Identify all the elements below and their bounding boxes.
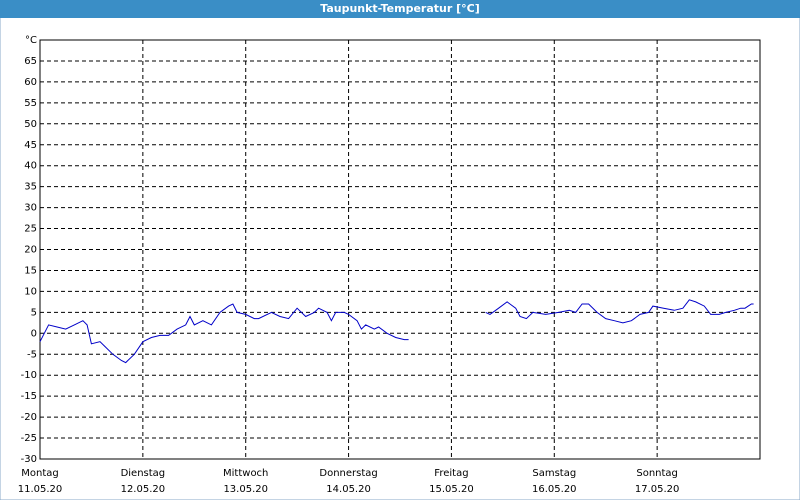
y-tick-label: -10: [21, 370, 37, 381]
x-tick-label: Donnerstag: [319, 468, 377, 479]
title-bar: [0, 0, 800, 18]
x-tick-label: Samstag: [532, 468, 576, 479]
x-tick-date: 17.05.20: [635, 484, 680, 495]
x-tick-date: 14.05.20: [326, 484, 371, 495]
y-tick-label: 30: [24, 203, 37, 214]
data-line: [39, 299, 754, 364]
y-tick-label: 10: [24, 286, 37, 297]
y-tick-label: 55: [24, 98, 37, 109]
y-tick-label: -30: [21, 454, 37, 465]
y-tick-label: 25: [24, 224, 37, 235]
y-tick-label: °C: [25, 35, 37, 46]
y-tick-label: -5: [27, 349, 37, 360]
y-tick-label: -25: [21, 433, 37, 444]
x-tick-date: 16.05.20: [532, 484, 577, 495]
y-tick-label: -20: [21, 412, 37, 423]
y-tick-label: 35: [24, 182, 37, 193]
y-tick-label: 65: [24, 56, 37, 67]
x-tick-label: Freitag: [434, 468, 468, 479]
plot-frame: [39, 39, 761, 460]
y-tick-label: 45: [24, 140, 37, 151]
y-tick-label: 40: [24, 161, 37, 172]
x-tick-label: Dienstag: [121, 468, 166, 479]
x-tick-label: Sonntag: [636, 468, 678, 479]
x-tick-date: 12.05.20: [121, 484, 166, 495]
y-tick-label: 5: [31, 307, 37, 318]
y-tick-label: 50: [24, 119, 37, 130]
x-tick-date: 13.05.20: [223, 484, 268, 495]
y-tick-label: 0: [31, 328, 37, 339]
x-tick-label: Mittwoch: [223, 468, 268, 479]
chart-title: Taupunkt-Temperatur [°C]: [320, 2, 480, 15]
y-tick-label: 20: [24, 245, 37, 256]
y-tick-label: 15: [24, 265, 37, 276]
x-tick-date: 15.05.20: [429, 484, 474, 495]
y-tick-label: 60: [24, 77, 37, 88]
y-tick-label: -15: [21, 391, 37, 402]
x-tick-label: Montag: [21, 468, 58, 479]
x-tick-date: 11.05.20: [18, 484, 63, 495]
